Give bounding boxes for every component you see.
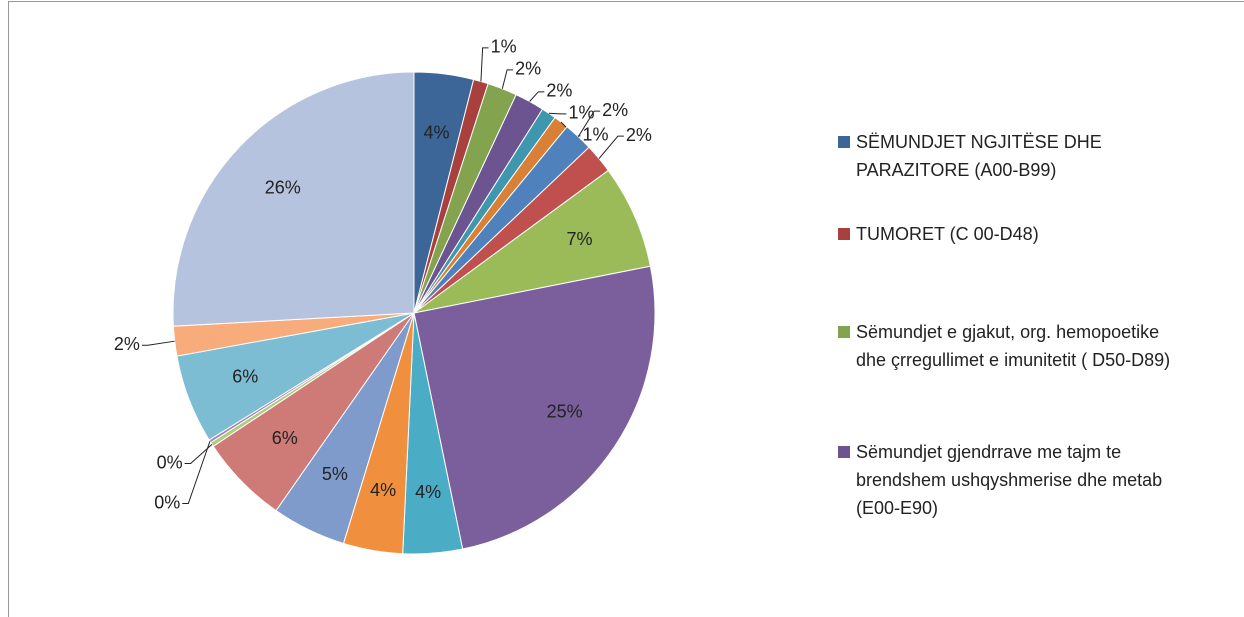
data-label: 1% — [582, 125, 608, 145]
legend-swatch — [838, 446, 850, 458]
leader-line — [501, 69, 514, 89]
data-label: 26% — [265, 177, 301, 197]
chart-border — [8, 1, 1244, 617]
data-label: 2% — [602, 100, 628, 120]
legend-item: TUMORET (C 00-D48) — [838, 220, 1178, 248]
legend-item: SËMUNDJET NGJITËSE DHE PARAZITORE (A00-B… — [838, 128, 1178, 184]
pie-slice — [413, 265, 656, 550]
leader-line — [184, 444, 213, 465]
data-label: 6% — [232, 367, 258, 387]
data-label: 4% — [415, 482, 441, 502]
data-label: 2% — [515, 59, 541, 79]
data-label: 4% — [370, 480, 396, 500]
data-label: 5% — [322, 464, 348, 484]
pie-slice — [413, 169, 652, 314]
pie-slice — [172, 71, 415, 327]
legend-swatch — [838, 136, 850, 148]
data-label: 6% — [272, 428, 298, 448]
legend-label: SËMUNDJET NGJITËSE DHE PARAZITORE (A00-B… — [856, 132, 1102, 180]
legend-item: Sëmundjet e gjakut, org. hemopoetike dhe… — [838, 318, 1178, 374]
data-label: 4% — [424, 122, 450, 142]
leader-line — [548, 112, 567, 115]
data-label: 25% — [547, 402, 583, 422]
data-label: 2% — [546, 81, 572, 101]
legend-label: TUMORET (C 00-D48) — [856, 224, 1039, 244]
leader-line — [141, 340, 175, 346]
leader-line — [182, 441, 211, 505]
leader-line — [529, 91, 545, 102]
data-label: 2% — [626, 125, 652, 145]
data-label: 7% — [566, 229, 592, 249]
leader-line — [480, 47, 489, 82]
legend-swatch — [838, 326, 850, 338]
leader-line — [577, 110, 601, 137]
data-label: 0% — [157, 452, 183, 472]
data-label: 2% — [114, 334, 140, 354]
legend-label: Sëmundjet e gjakut, org. hemopoetike dhe… — [856, 322, 1171, 370]
legend-item: Sëmundjet gjendrrave me tajm te brendshe… — [838, 438, 1178, 522]
data-label: 1% — [491, 37, 517, 57]
leader-line — [598, 135, 624, 159]
legend-label: Sëmundjet gjendrrave me tajm te brendshe… — [856, 442, 1163, 518]
data-label: 1% — [568, 103, 594, 123]
legend-swatch — [838, 228, 850, 240]
data-label: 0% — [154, 492, 180, 512]
